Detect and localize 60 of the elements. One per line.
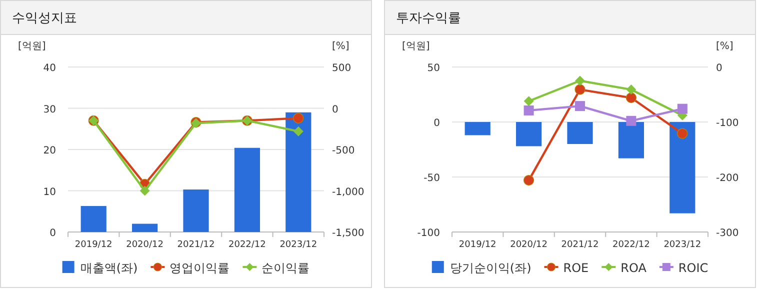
point <box>524 105 534 116</box>
legend-label: ROIC <box>678 261 708 275</box>
y-tick-label: -100 <box>417 228 440 239</box>
y2-tick-label: -200 <box>716 173 739 184</box>
point <box>524 96 534 106</box>
y2-tick-label: 0 <box>332 104 338 116</box>
y-tick-label: 40 <box>43 63 56 74</box>
y-tick-label: 0 <box>50 228 56 239</box>
y-tick-label: 10 <box>43 186 56 198</box>
y-tick-label: 20 <box>43 146 56 156</box>
y-axis-title: [억원] <box>18 41 46 52</box>
y2-axis-title: [%] <box>332 41 350 52</box>
x-tick-label: 2021/12 <box>177 240 215 250</box>
x-tick-label: 2020/12 <box>126 240 164 250</box>
x-tick-label: 2020/12 <box>510 240 548 250</box>
x-tick-label: 2019/12 <box>458 240 496 250</box>
y2-tick-label: -100 <box>716 118 739 129</box>
bar <box>286 112 312 232</box>
y2-tick-label: -1,000 <box>332 186 364 198</box>
y2-tick-label: 500 <box>332 63 352 74</box>
point <box>575 76 585 86</box>
bar <box>234 148 260 232</box>
y-tick-label: 30 <box>43 104 56 116</box>
y-tick-label: 0 <box>434 118 440 129</box>
y2-axis-title: [%] <box>716 41 734 52</box>
x-tick-label: 2021/12 <box>561 240 599 250</box>
point <box>293 126 304 136</box>
bar <box>80 206 106 232</box>
point <box>677 104 688 114</box>
legend-label: 당기순이익(좌) <box>450 261 532 275</box>
x-tick-label: 2023/12 <box>664 240 702 250</box>
legend-label: ROE <box>563 261 589 275</box>
point <box>626 92 636 104</box>
point <box>524 175 534 186</box>
point <box>574 84 586 95</box>
point <box>293 112 304 124</box>
point <box>677 128 688 139</box>
bar <box>183 190 209 232</box>
y2-tick-label: -500 <box>332 146 355 156</box>
y2-tick-label: 0 <box>716 63 722 74</box>
y2-tick-label: -1,500 <box>332 228 364 239</box>
x-tick-label: 2023/12 <box>280 240 318 250</box>
legend-label: ROA <box>620 261 648 275</box>
y-axis-title: [억원] <box>402 41 430 52</box>
x-tick-label: 2022/12 <box>612 240 650 250</box>
x-tick-label: 2022/12 <box>228 240 266 250</box>
legend-label: 순이익률 <box>262 261 310 275</box>
point <box>575 101 585 112</box>
y-tick-label: 50 <box>427 63 440 74</box>
y-tick-label: -50 <box>424 173 440 184</box>
legend-label: 영업이익률 <box>170 261 230 275</box>
legend-label: 매출액(좌) <box>80 261 138 275</box>
chart-title: 투자수익률 <box>396 11 461 26</box>
bar <box>132 224 158 232</box>
chart-title: 수익성지표 <box>12 11 77 26</box>
point <box>626 84 636 95</box>
point <box>626 116 636 126</box>
x-tick-label: 2019/12 <box>74 240 112 250</box>
y2-tick-label: -300 <box>716 228 739 239</box>
point <box>140 186 150 196</box>
